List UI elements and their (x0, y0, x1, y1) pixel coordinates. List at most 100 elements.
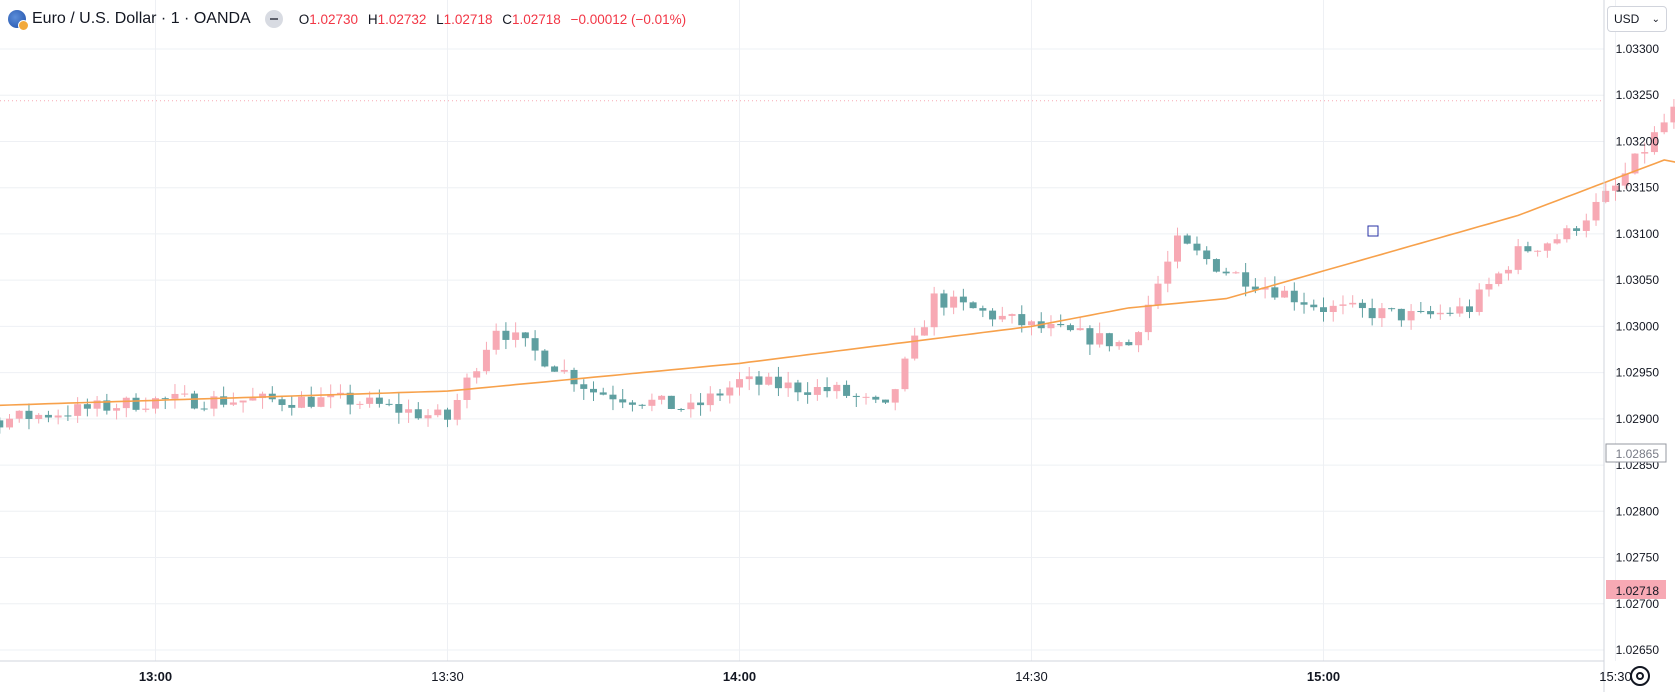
currency-selector[interactable]: USD ⌄ (1607, 6, 1667, 32)
time-axis[interactable]: 2:3013:0013:3014:0014:3015:0015:3016:001… (0, 669, 1675, 684)
candle-body (541, 350, 549, 367)
candle-body (843, 384, 851, 396)
candle-body (648, 399, 656, 406)
candle-body (0, 420, 4, 428)
candle-body (385, 403, 393, 405)
candle-body (1281, 290, 1289, 298)
candle-body (920, 327, 928, 336)
price-tick-label: 1.02800 (1616, 504, 1660, 518)
last-price-label: 1.02718 (1616, 584, 1660, 598)
candle-body (336, 392, 344, 394)
candle-body (15, 410, 23, 419)
candle-body (998, 315, 1006, 320)
time-tick-label: 15:30 (1599, 669, 1632, 684)
chart-legend: Euro / U.S. Dollar · 1 · OANDA O1.02730 … (8, 8, 687, 31)
candle-body (638, 404, 646, 406)
currency-value: USD (1614, 12, 1640, 26)
candle-body (200, 408, 208, 410)
price-axis[interactable]: 1.03300 1.03250 1.03200 1.03150 1.03100 1.030… (1616, 42, 1660, 657)
candle-body (1096, 333, 1104, 345)
candle-body (784, 382, 792, 389)
candle-body (1650, 132, 1658, 153)
candle-body (852, 395, 860, 398)
price-tick-label: 1.02700 (1616, 597, 1660, 611)
candle-body (74, 404, 82, 416)
candle-body (1573, 228, 1581, 231)
candle-body (1105, 333, 1113, 347)
candle-body (697, 402, 705, 406)
candle-body (619, 399, 627, 403)
candle-body (959, 296, 967, 303)
candle-body (1086, 328, 1094, 345)
candle-body (152, 398, 159, 409)
candle-body (862, 396, 870, 398)
candle-body (1251, 286, 1259, 290)
candle-body (969, 302, 977, 309)
high-label: H (367, 11, 378, 27)
annotation-box[interactable] (1367, 225, 1379, 237)
candle-body (1174, 235, 1181, 262)
candle-body (950, 296, 958, 308)
candle-body (1212, 259, 1220, 272)
symbol-title[interactable]: Euro / U.S. Dollar · 1 · OANDA (32, 10, 251, 27)
candle-body (317, 397, 325, 407)
candle-body (1592, 201, 1600, 221)
settings-gear-icon[interactable] (1630, 666, 1650, 686)
candle-body (142, 408, 150, 410)
candle-body (473, 371, 481, 378)
candle-body (1329, 305, 1337, 312)
candle-body (882, 399, 889, 403)
time-tick-label: 15:00 (1307, 669, 1340, 684)
candle-body (1436, 312, 1444, 315)
close-value: 1.02718 (511, 11, 561, 27)
candle-body (1154, 283, 1162, 305)
candle-body (132, 397, 140, 410)
price-tick-label: 1.03250 (1616, 88, 1660, 102)
candle-body (113, 408, 121, 411)
candle-body (628, 402, 636, 405)
candle-body (298, 396, 305, 408)
candle-body (1028, 321, 1035, 326)
candle-body (521, 332, 529, 339)
candle-body (1388, 308, 1396, 310)
price-tick-label: 1.02950 (1616, 366, 1660, 380)
candle-body (1368, 308, 1376, 319)
candle-body (1612, 185, 1619, 191)
candle-body (989, 310, 997, 320)
price-tick-label: 1.03200 (1616, 134, 1660, 148)
candle-body (54, 415, 62, 418)
candle-body (1660, 122, 1668, 133)
candle-body (706, 393, 714, 406)
price-tick-label: 1.03300 (1616, 42, 1660, 56)
candle-body (1378, 308, 1386, 319)
candle-body (25, 410, 33, 419)
candle-body (1320, 307, 1327, 312)
candle-body (229, 402, 237, 405)
candle-body (736, 379, 743, 388)
candle-body (1242, 272, 1250, 287)
candle-body (979, 308, 987, 311)
candle-body (122, 397, 130, 409)
candle-body (356, 403, 364, 405)
low-value: 1.02718 (443, 11, 493, 27)
candle-body (278, 399, 286, 405)
candle-body (1066, 325, 1074, 331)
candle-body (1534, 250, 1542, 252)
candle-body (1543, 243, 1551, 251)
candle-body (901, 358, 909, 390)
chart-grid (0, 0, 1616, 661)
candle-body (1008, 314, 1016, 316)
candle-body (249, 398, 257, 401)
candle-body (551, 366, 559, 372)
candle-body (1018, 314, 1026, 326)
change-value: −0.00012 (−0.01%) (570, 11, 687, 27)
candle-body (687, 402, 695, 410)
candle-body (502, 330, 510, 340)
candle-body (444, 409, 451, 420)
hide-indicator-icon[interactable] (264, 10, 283, 28)
candle-body (327, 393, 335, 398)
candle-body (6, 418, 13, 428)
candle-body (1271, 287, 1279, 298)
candle-body (1641, 152, 1649, 154)
